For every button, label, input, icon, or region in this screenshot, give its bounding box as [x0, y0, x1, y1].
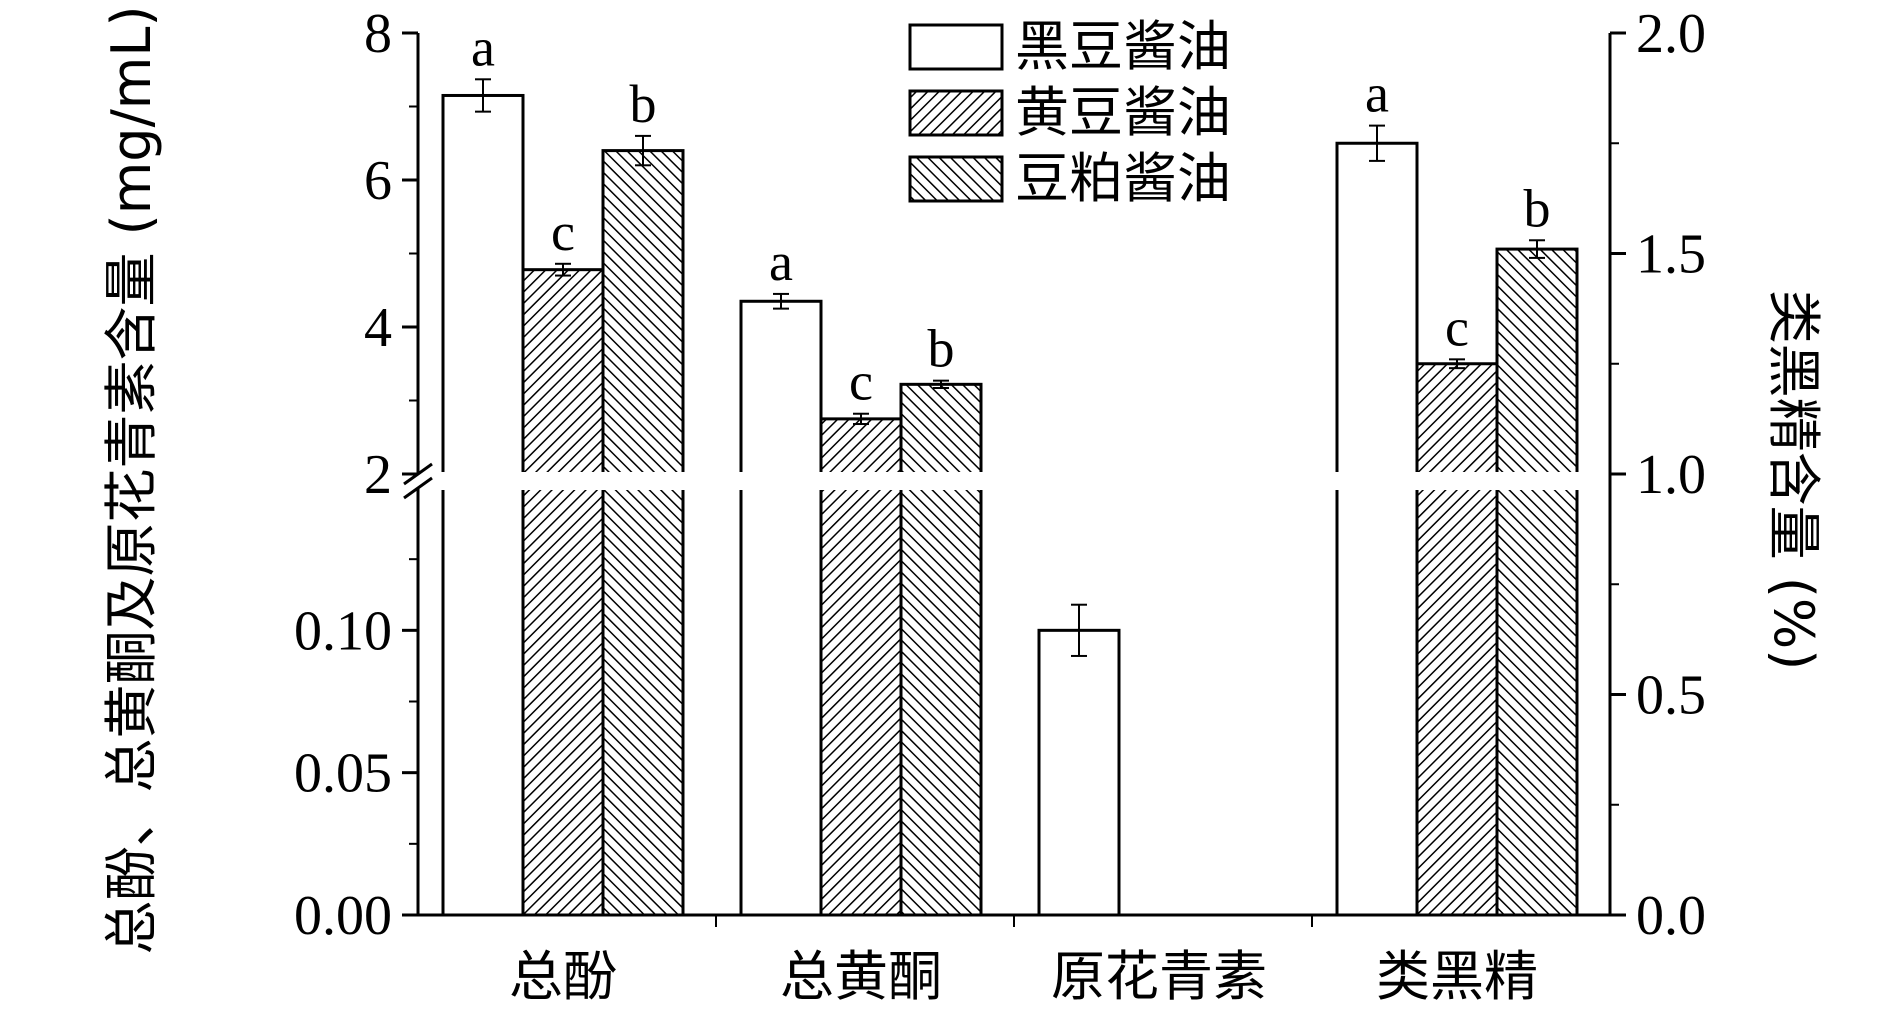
legend-label: 豆粕酱油: [1015, 147, 1231, 210]
legend-swatch: [908, 23, 1004, 71]
x-tick-label: 总酚: [509, 945, 617, 1008]
y-tick-label-left: 0.05: [294, 743, 392, 805]
y-tick-label-right: 2.0: [1636, 3, 1706, 65]
y-tick-label-left: 4: [364, 297, 392, 359]
y-tick-label-left: 0.10: [294, 600, 392, 662]
legend-swatch: [908, 89, 1004, 137]
x-tick-label: 类黑精: [1376, 945, 1538, 1008]
significance-letter: b: [630, 74, 657, 134]
bar: [1037, 628, 1121, 917]
significance-letter: c: [551, 202, 575, 262]
y-axis-label-right: 类黑精含量 (%): [1762, 290, 1825, 671]
y-tick-label-right: 1.0: [1636, 444, 1706, 506]
x-tick-label: 原花青素: [1051, 945, 1267, 1008]
y-tick-label-right: 0.0: [1636, 885, 1706, 947]
y-tick-label-right: 0.5: [1636, 665, 1706, 727]
y-tick-label-left: 2: [364, 444, 392, 506]
bar: [1335, 141, 1419, 917]
axes: 0.00 0.05 0.10 2 4 6 8 0.0 0.5 1.0 1.5 2.0 总酚 总黄酮 原花青素…: [294, 3, 1706, 1008]
y-tick-label-right: 1.5: [1636, 224, 1706, 286]
significance-letter: b: [1524, 178, 1551, 238]
significance-letter: a: [1365, 64, 1389, 124]
y-tick-label-left: 0.00: [294, 885, 392, 947]
axis-break-gap: [388, 472, 1640, 490]
axis-break-mark: [403, 476, 433, 500]
bar: [739, 299, 823, 917]
y-tick-label-left: 8: [364, 3, 392, 65]
legend-label: 黑豆酱油: [1015, 15, 1231, 78]
bar: [601, 149, 685, 917]
bar: [1495, 247, 1579, 917]
bar: [819, 417, 903, 917]
bar: [1415, 362, 1499, 917]
significance-letter: a: [769, 232, 793, 292]
significance-letter: c: [849, 352, 873, 412]
significance-letter: c: [1445, 297, 1469, 357]
bar: [521, 268, 605, 917]
significance-letter: a: [471, 17, 495, 77]
y-axis-label-left: 总酚、总黄酮及原花青素含量 (mg/mL): [100, 5, 163, 954]
bar: [899, 382, 983, 917]
legend-label: 黄豆酱油: [1015, 81, 1231, 144]
bar: [441, 93, 525, 917]
legend-swatch: [908, 155, 1004, 203]
significance-letter: b: [928, 319, 955, 379]
x-tick-label: 总黄酮: [780, 945, 942, 1008]
y-tick-label-left: 6: [364, 150, 392, 212]
